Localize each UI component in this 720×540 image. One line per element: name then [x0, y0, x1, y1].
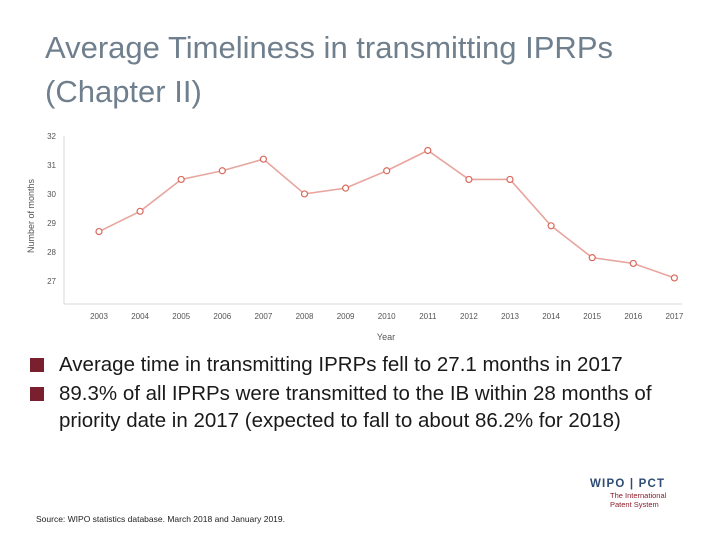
x-tick-label: 2008: [296, 312, 314, 321]
x-tick-label: 2007: [255, 312, 273, 321]
x-tick-label: 2015: [583, 312, 601, 321]
y-tick-label: 28: [47, 248, 56, 257]
x-tick-label: 2005: [172, 312, 190, 321]
bullet-list: Average time in transmitting IPRPs fell …: [30, 351, 680, 436]
x-tick-label: 2013: [501, 312, 519, 321]
data-point: [342, 184, 350, 192]
data-point: [95, 227, 103, 236]
x-tick-label: 2009: [337, 312, 355, 321]
x-tick-label: 2012: [460, 312, 478, 321]
wipo-pct-logo: WIPO | PCT The International Patent Syst…: [590, 478, 690, 509]
data-point: [259, 155, 267, 163]
data-point: [383, 167, 391, 175]
y-tick-label: 32: [47, 132, 56, 141]
y-tick-label: 27: [47, 277, 56, 286]
data-point: [177, 175, 185, 184]
y-tick-label: 30: [47, 190, 56, 199]
logo-wordmark: WIPO | PCT: [590, 478, 666, 490]
source-note: Source: WIPO statistics database. March …: [36, 514, 285, 524]
x-tick-label: 2014: [542, 312, 560, 321]
logo-tagline-2: Patent System: [610, 500, 659, 509]
x-tick-labels: 2003 2004 2005 2006 2007 2008 2009 2010 2011 2012…: [90, 312, 684, 321]
series-layer: [95, 146, 679, 282]
x-tick-label: 2011: [419, 312, 437, 321]
x-tick-label: 2017: [666, 312, 684, 321]
y-tick-label: 29: [47, 219, 56, 228]
data-point: [424, 146, 432, 155]
bullet-item-percentage: 89.3% of all IPRPs were transmitted to t…: [30, 380, 680, 434]
x-tick-label: 2003: [90, 312, 108, 321]
bullet-item-timeliness: Average time in transmitting IPRPs fell …: [30, 351, 680, 378]
data-point: [136, 207, 144, 215]
data-point: [506, 175, 514, 184]
data-point: [300, 190, 309, 198]
logo-tagline-1: The International: [610, 491, 667, 500]
data-point: [547, 222, 555, 230]
data-point: [588, 254, 596, 262]
bullet-square-icon: [30, 387, 44, 401]
bullet-text: Average time in transmitting IPRPs fell …: [59, 353, 623, 376]
chart-axes: [63, 136, 682, 305]
y-tick-label: 31: [47, 161, 56, 170]
x-tick-label: 2016: [624, 312, 642, 321]
bullet-text: 89.3% of all IPRPs were transmitted to t…: [59, 382, 652, 432]
page-title: Average Timeliness in transmitting IPRPs…: [45, 30, 613, 109]
bullet-square-icon: [30, 358, 44, 372]
x-tick-label: 2010: [378, 312, 396, 321]
data-point: [629, 259, 637, 268]
x-tick-label: 2004: [131, 312, 149, 321]
y-axis-label: Number of months: [26, 178, 36, 253]
data-point: [670, 274, 679, 282]
data-point: [465, 175, 473, 184]
x-axis-label: Year: [377, 332, 395, 342]
y-tick-labels: 27 28 29 30 31 32: [47, 132, 56, 286]
x-tick-label: 2006: [213, 312, 231, 321]
data-point: [218, 167, 226, 175]
